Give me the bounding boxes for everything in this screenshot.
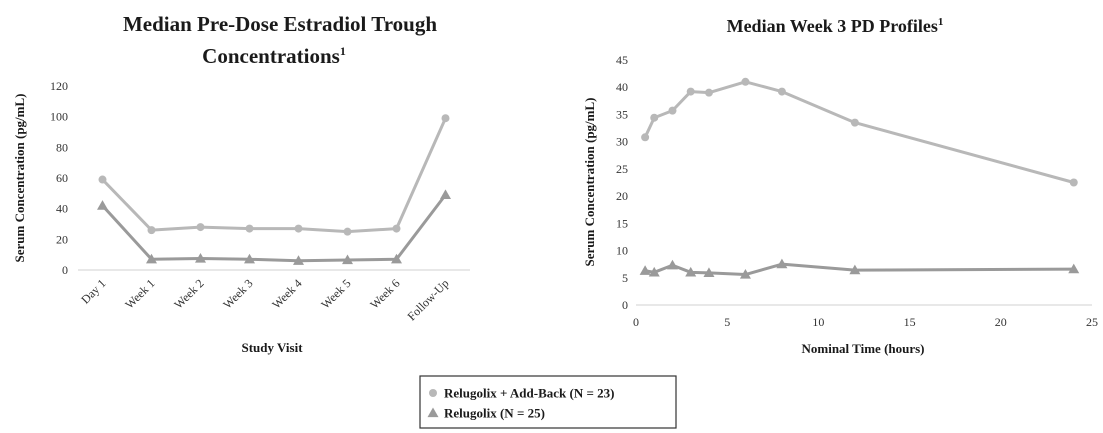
left-chart-title-line2-text: Concentrations xyxy=(202,44,340,68)
right-y-tick-label: 25 xyxy=(616,162,628,176)
right-series-point-triangle xyxy=(849,264,861,275)
left-series-point-circle xyxy=(392,224,401,233)
left-x-tick-label: Week 5 xyxy=(318,276,353,311)
right-series-point-circle xyxy=(850,118,859,127)
left-series-point-circle xyxy=(343,227,352,236)
right-y-tick-labels: 0 5 10 15 20 25 30 35 40 45 xyxy=(616,53,628,312)
right-y-tick-label: 20 xyxy=(616,189,628,203)
right-y-tick-label: 30 xyxy=(616,135,628,149)
legend-item-label: Relugolix (N = 25) xyxy=(444,406,545,421)
right-chart: Median Week 3 PD Profiles1 0510152025303… xyxy=(582,16,1098,356)
right-y-tick-label: 45 xyxy=(616,53,628,67)
left-x-axis-label: Study Visit xyxy=(241,340,303,355)
right-x-axis-label: Nominal Time (hours) xyxy=(801,341,924,356)
left-x-tick-label: Week 3 xyxy=(220,276,255,311)
right-x-tick-label: 25 xyxy=(1086,315,1098,329)
right-series-point-circle xyxy=(1069,178,1078,187)
left-y-tick-label: 20 xyxy=(56,232,68,246)
left-x-tick-label: Week 1 xyxy=(122,276,157,311)
left-series-point-circle xyxy=(441,114,450,123)
left-series-point-triangle xyxy=(293,255,304,265)
left-x-tick-labels: Day 1 Week 1 Week 2 Week 3 Week 4 Week 5 Week … xyxy=(78,276,451,323)
right-x-tick-label: 5 xyxy=(724,315,730,329)
left-y-tick-label: 120 xyxy=(50,79,68,93)
left-x-tick-label: Week 6 xyxy=(367,276,402,311)
left-series-point-circle xyxy=(98,175,107,184)
left-series-point-circle xyxy=(147,226,156,235)
right-series-point-circle xyxy=(650,113,659,122)
legend-items: Relugolix + Add-Back (N = 23) Relugolix (… xyxy=(427,386,614,421)
left-series-point-triangle xyxy=(195,253,206,263)
right-x-tick-label: 0 xyxy=(633,315,639,329)
left-chart: Median Pre-Dose Estradiol Trough Concent… xyxy=(12,12,470,355)
right-y-tick-label: 15 xyxy=(616,216,628,230)
right-series-point-circle xyxy=(686,87,695,96)
left-y-axis-label: Serum Concentration (pg/mL) xyxy=(12,94,27,263)
left-series-point-circle xyxy=(196,223,205,232)
left-chart-title-line2: Concentrations1 xyxy=(202,44,346,68)
legend: Relugolix + Add-Back (N = 23) Relugolix (… xyxy=(419,375,677,429)
left-chart-title-line1: Median Pre-Dose Estradiol Trough xyxy=(123,12,437,36)
left-y-tick-label: 80 xyxy=(56,140,68,154)
left-series-point-triangle xyxy=(440,189,451,199)
right-y-tick-label: 40 xyxy=(616,80,628,94)
left-y-tick-label: 60 xyxy=(56,171,68,185)
left-series-group xyxy=(97,114,451,265)
right-series-point-triangle xyxy=(639,265,651,275)
left-chart-title-superscript: 1 xyxy=(340,44,346,58)
right-chart-title: Median Week 3 PD Profiles1 xyxy=(727,16,944,36)
left-series-point-circle xyxy=(294,224,303,233)
legend-box xyxy=(419,375,677,429)
right-series-point-triangle xyxy=(685,266,697,277)
left-y-tick-labels: 0 20 40 60 80 100 120 xyxy=(50,79,68,277)
right-y-tick-label: 10 xyxy=(616,244,628,258)
right-series-line xyxy=(643,80,1075,184)
right-series-point-circle xyxy=(741,77,750,86)
right-series-point-circle xyxy=(704,88,713,97)
legend-marker xyxy=(427,407,439,418)
left-x-tick-label: Week 4 xyxy=(269,276,304,311)
left-x-tick-label: Week 2 xyxy=(171,276,206,311)
left-series-point-triangle xyxy=(97,200,108,210)
left-series-point-triangle xyxy=(146,253,157,264)
right-series-point-triangle xyxy=(666,259,678,270)
legend-item-label: Relugolix + Add-Back (N = 23) xyxy=(444,386,614,401)
right-series-point-circle xyxy=(641,133,650,142)
right-chart-title-superscript: 1 xyxy=(938,16,944,28)
right-x-tick-label: 15 xyxy=(904,315,916,329)
left-series-point-circle xyxy=(245,224,254,233)
right-series-point-circle xyxy=(777,87,786,96)
left-y-tick-label: 0 xyxy=(62,263,68,277)
left-series-line xyxy=(101,193,447,263)
right-series-point-triangle xyxy=(703,267,715,278)
left-series-point-triangle xyxy=(342,254,353,265)
right-y-tick-label: 0 xyxy=(622,298,628,312)
right-series-group xyxy=(639,77,1080,279)
left-series-line xyxy=(101,117,447,234)
right-x-tick-label: 10 xyxy=(812,315,824,329)
left-series-point-triangle xyxy=(391,253,402,264)
right-series-point-triangle xyxy=(1068,263,1080,274)
left-x-tick-label: Day 1 xyxy=(78,276,108,306)
right-series-point-triangle xyxy=(648,266,660,277)
legend-marker xyxy=(429,389,437,397)
right-chart-title-text: Median Week 3 PD Profiles xyxy=(727,16,938,36)
right-x-tick-label: 20 xyxy=(995,315,1007,329)
right-y-tick-label: 5 xyxy=(622,271,628,285)
right-y-tick-label: 35 xyxy=(616,107,628,121)
left-y-tick-label: 100 xyxy=(50,110,68,124)
right-series-point-triangle xyxy=(739,269,751,279)
right-series-point-triangle xyxy=(776,258,788,269)
right-y-axis-label: Serum Concentration (pg/mL) xyxy=(582,98,597,267)
left-x-tick-label: Follow-Up xyxy=(404,276,451,323)
right-series-point-circle xyxy=(668,106,677,115)
left-series-point-triangle xyxy=(244,253,255,264)
left-y-tick-label: 40 xyxy=(56,202,68,216)
right-x-tick-labels: 0 5 10 15 20 25 xyxy=(633,315,1098,329)
